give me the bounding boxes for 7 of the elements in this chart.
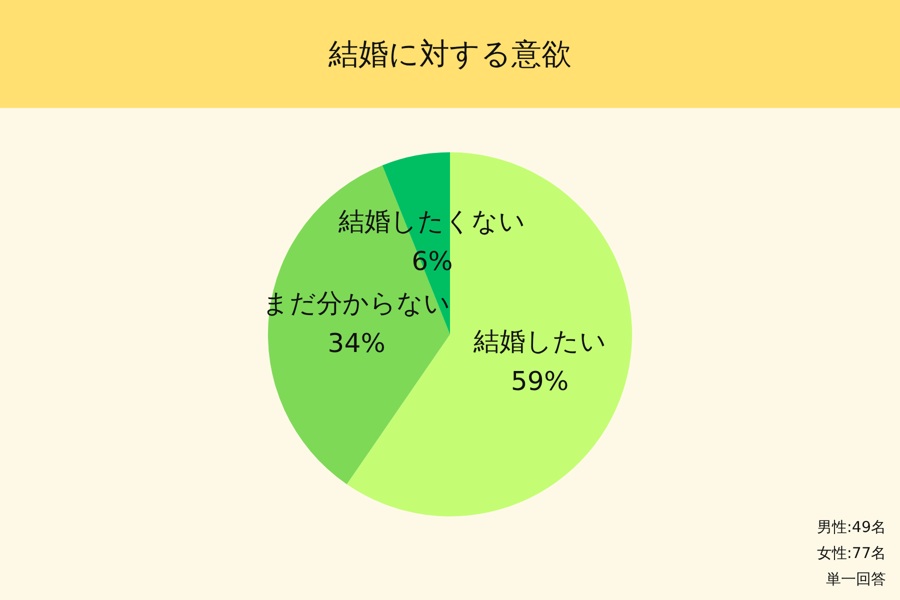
data-label: 34% bbox=[328, 328, 386, 359]
chart-title: 結婚に対する意欲 bbox=[0, 0, 900, 108]
data-label: 59% bbox=[510, 367, 569, 398]
text: 単一回答 bbox=[825, 569, 886, 590]
slice-label: 結婚したい bbox=[472, 327, 606, 358]
text: 女性:77名 bbox=[816, 543, 886, 564]
text: 男性:49名 bbox=[816, 517, 886, 538]
